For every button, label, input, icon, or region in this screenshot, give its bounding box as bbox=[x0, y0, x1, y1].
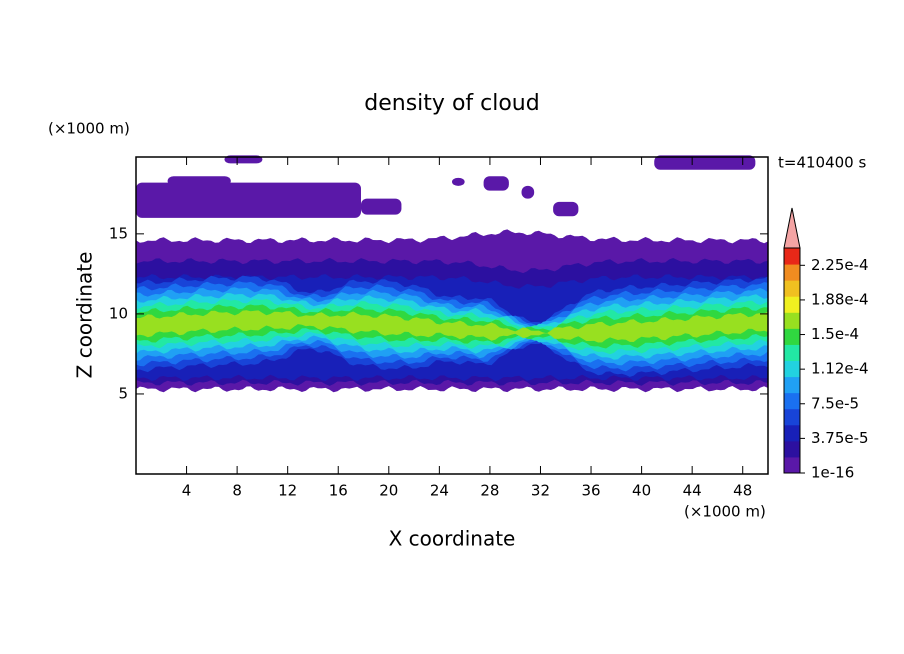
colorbar-tick-label: 1.88e-4 bbox=[811, 290, 869, 308]
y-unit: (×1000 m) bbox=[48, 120, 130, 138]
colorbar-tick-label: 1.5e-4 bbox=[811, 325, 859, 343]
colorbar-tick-label: 1e-16 bbox=[811, 464, 854, 482]
colorbar-bin bbox=[784, 440, 800, 458]
chart-title: density of cloud bbox=[364, 91, 539, 116]
colorbar-bin bbox=[784, 312, 800, 329]
colorbar-bin bbox=[784, 376, 800, 394]
cloud-patch bbox=[553, 201, 579, 217]
colorbar-bin bbox=[784, 424, 800, 442]
time-label: t=410400 s bbox=[778, 154, 866, 172]
colorbar-frame bbox=[783, 247, 801, 474]
x-tick-label: 32 bbox=[531, 482, 550, 500]
plot-frame bbox=[135, 156, 769, 475]
colorbar-tick-label: 3.75e-5 bbox=[811, 429, 869, 447]
cloud-patch bbox=[360, 198, 402, 215]
cloud-patch bbox=[521, 185, 535, 199]
cloud-patch bbox=[483, 176, 509, 191]
colorbar-bin bbox=[784, 344, 800, 361]
colorbar-tick-label: 1.12e-4 bbox=[811, 360, 869, 378]
y-tick-label: 15 bbox=[109, 224, 128, 242]
x-tick-label: 12 bbox=[278, 482, 297, 500]
colorbar-bin bbox=[784, 392, 800, 410]
colorbar-tick-label: 7.5e-5 bbox=[811, 394, 859, 412]
contour-band bbox=[136, 310, 768, 343]
colorbar-bin bbox=[784, 280, 800, 297]
colorbar-tick-label: 2.25e-4 bbox=[811, 256, 869, 274]
cloud-patch bbox=[136, 182, 361, 218]
x-tick-label: 40 bbox=[632, 482, 651, 500]
x-tick-label: 28 bbox=[480, 482, 499, 500]
cloud-patch bbox=[452, 177, 465, 186]
colorbar-bin bbox=[784, 456, 800, 474]
x-tick-label: 24 bbox=[430, 482, 449, 500]
x-tick-label: 20 bbox=[379, 482, 398, 500]
cloud-patch bbox=[654, 155, 756, 170]
x-tick-label: 4 bbox=[182, 482, 192, 500]
colorbar-bin bbox=[784, 264, 800, 281]
colorbar-extend bbox=[783, 207, 801, 249]
colorbar-bin bbox=[784, 248, 800, 265]
x-tick-label: 48 bbox=[733, 482, 752, 500]
colorbar-bin bbox=[784, 296, 800, 313]
x-unit: (×1000 m) bbox=[684, 503, 766, 521]
colorbar-bin bbox=[784, 408, 800, 426]
cloud-patch bbox=[167, 176, 231, 186]
y-tick-label: 10 bbox=[109, 304, 128, 322]
y-tick-label: 5 bbox=[118, 384, 128, 402]
y-axis-label: Z coordinate bbox=[73, 252, 97, 379]
x-tick-label: 8 bbox=[232, 482, 242, 500]
x-tick-label: 44 bbox=[683, 482, 702, 500]
colorbar-bin bbox=[784, 360, 800, 378]
x-axis-label: X coordinate bbox=[389, 527, 516, 551]
x-tick-label: 16 bbox=[329, 482, 348, 500]
colorbar-bin bbox=[784, 328, 800, 345]
x-tick-label: 36 bbox=[581, 482, 600, 500]
